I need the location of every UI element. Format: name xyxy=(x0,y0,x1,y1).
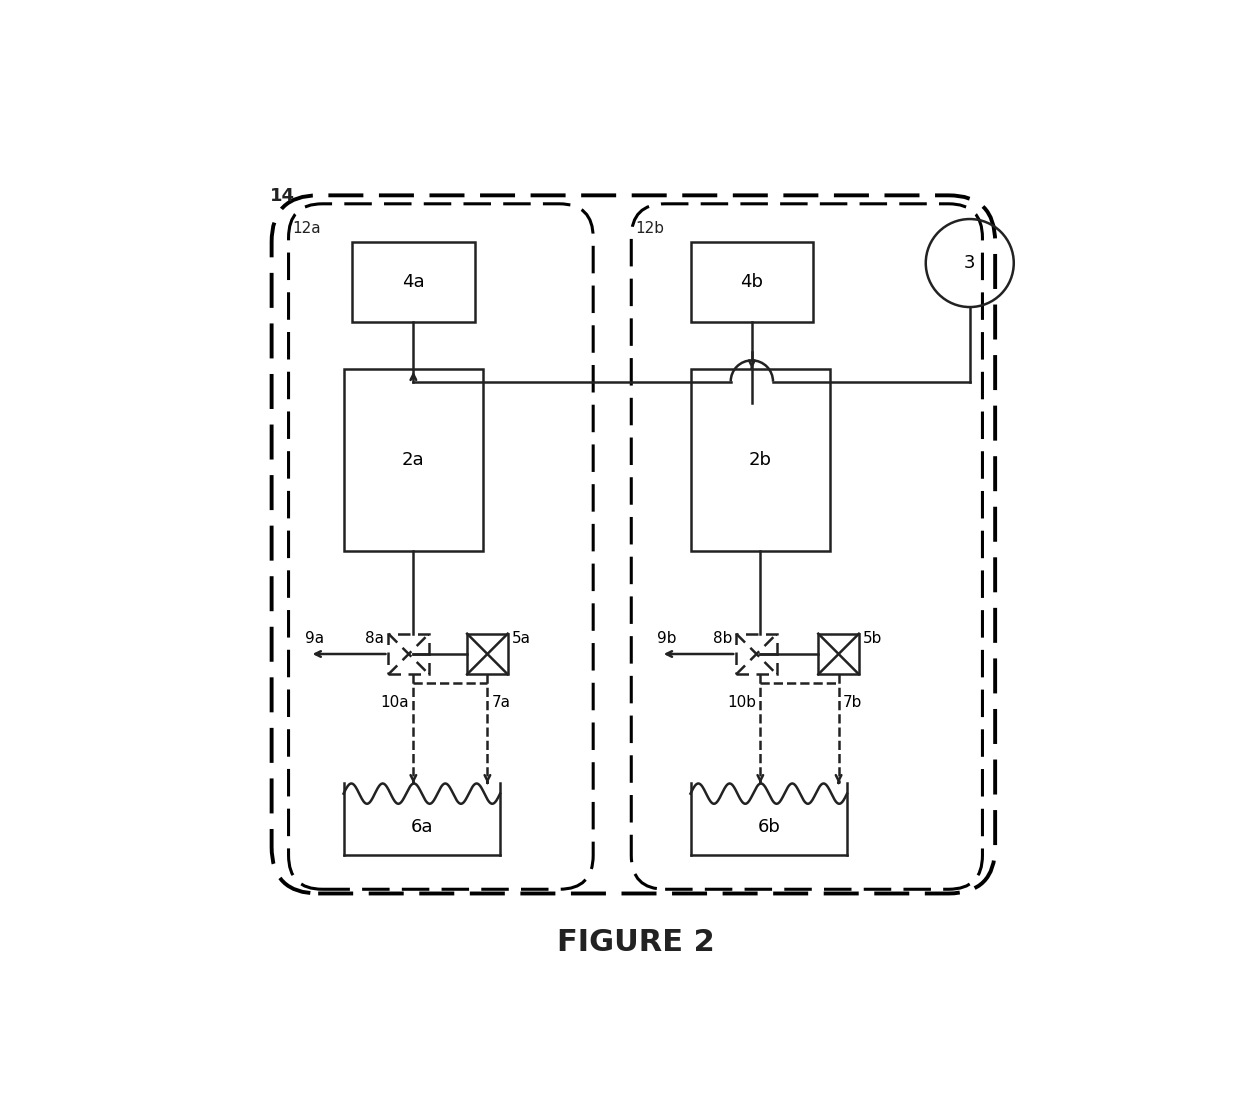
Bar xyxy=(388,634,429,675)
Text: 9a: 9a xyxy=(305,631,325,645)
Bar xyxy=(737,634,776,675)
Text: 4b: 4b xyxy=(740,273,764,291)
Bar xyxy=(691,242,813,322)
Bar xyxy=(691,369,830,551)
Text: 9b: 9b xyxy=(657,631,676,645)
Bar xyxy=(352,242,475,322)
Text: 10b: 10b xyxy=(727,696,756,710)
Text: 12a: 12a xyxy=(293,221,321,235)
Text: 4a: 4a xyxy=(402,273,424,291)
Text: 12b: 12b xyxy=(635,221,665,235)
Bar xyxy=(343,369,484,551)
Text: 7b: 7b xyxy=(843,696,862,710)
Text: 8b: 8b xyxy=(713,631,732,645)
Text: 7a: 7a xyxy=(491,696,511,710)
Text: 5b: 5b xyxy=(863,631,883,645)
Text: 6a: 6a xyxy=(410,818,433,835)
Text: 3: 3 xyxy=(963,254,976,273)
Bar xyxy=(467,634,507,675)
Text: 5a: 5a xyxy=(512,631,531,645)
Text: FIGURE 2: FIGURE 2 xyxy=(557,928,714,957)
Text: 10a: 10a xyxy=(381,696,409,710)
Bar xyxy=(818,634,859,675)
Text: 2b: 2b xyxy=(749,451,771,469)
Text: 14: 14 xyxy=(270,187,295,204)
Text: 6b: 6b xyxy=(758,818,780,835)
Text: 2a: 2a xyxy=(402,451,424,469)
Text: 8a: 8a xyxy=(365,631,384,645)
